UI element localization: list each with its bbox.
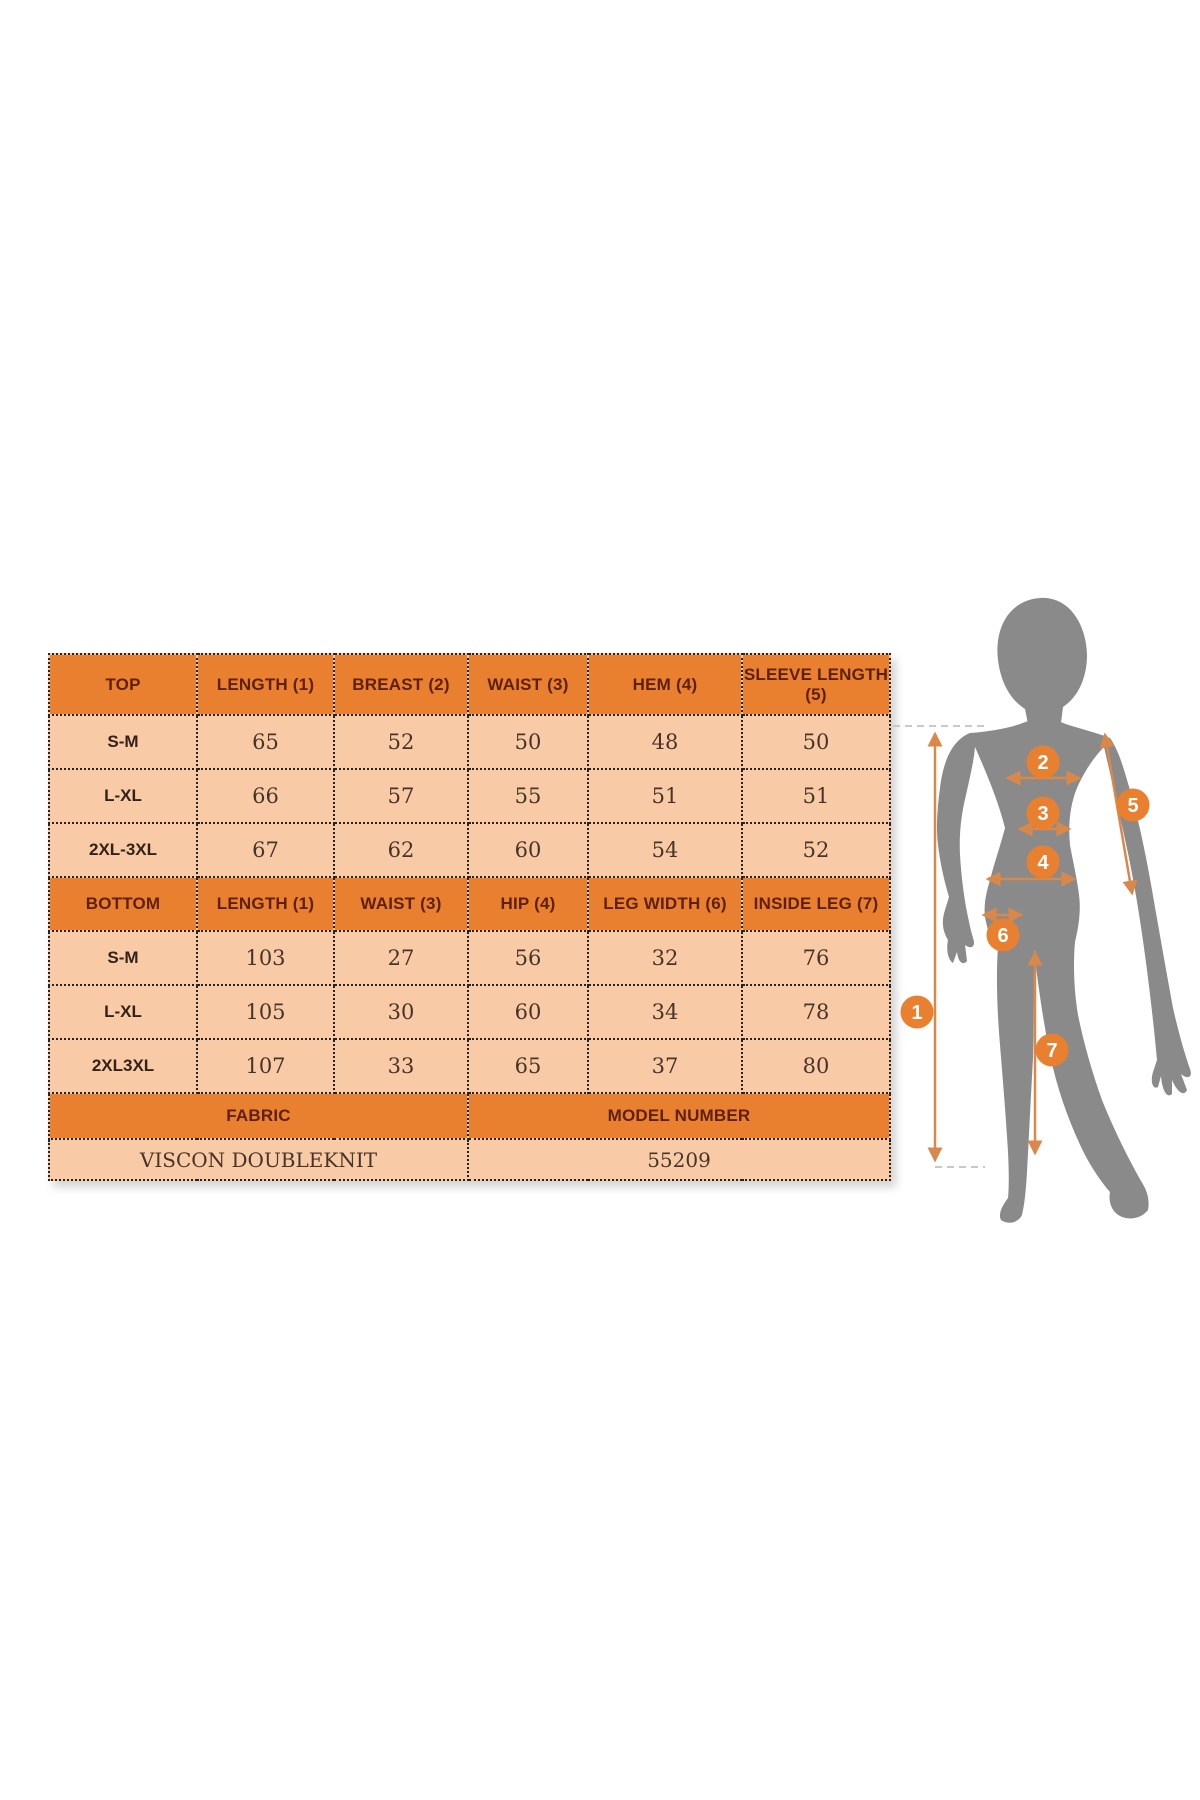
measurement-value: 54 [587, 822, 743, 878]
measurement-value: 56 [467, 930, 589, 986]
marker-badge-1: 1 [900, 995, 934, 1029]
model-number-value: 55209 [467, 1138, 891, 1181]
bottom-header-cell: HIP (4) [467, 876, 589, 932]
measurement-value: 51 [587, 768, 743, 824]
marker-badges: 1 2 3 4 5 6 7 [900, 745, 1150, 1067]
marker-badge-5: 5 [1116, 788, 1150, 822]
fabric-value: VISCON DOUBLEKNIT [48, 1138, 469, 1181]
measurement-value: 76 [741, 930, 891, 986]
measurement-value: 50 [741, 714, 891, 770]
measurement-value: 103 [196, 930, 335, 986]
marker-badge-2: 2 [1026, 745, 1060, 779]
bottom-header-cell: BOTTOM [48, 876, 198, 932]
measurement-value: 107 [196, 1038, 335, 1094]
badge-label: 2 [1037, 752, 1048, 774]
size-label: 2XL-3XL [48, 822, 198, 878]
badge-label: 3 [1037, 803, 1048, 825]
badge-label: 6 [997, 925, 1008, 947]
measurement-value: 33 [333, 1038, 469, 1094]
top-row-sm: S-M 65 52 50 48 50 [48, 714, 891, 770]
measurement-value: 62 [333, 822, 469, 878]
marker-badge-4: 4 [1026, 845, 1060, 879]
measurement-value: 30 [333, 984, 469, 1040]
measurement-value: 67 [196, 822, 335, 878]
size-label: L-XL [48, 768, 198, 824]
marker-badge-6: 6 [986, 918, 1020, 952]
measurement-value: 52 [333, 714, 469, 770]
bottom-header-cell: WAIST (3) [333, 876, 469, 932]
measurement-value: 60 [467, 822, 589, 878]
size-label: 2XL3XL [48, 1038, 198, 1094]
silhouette-body [936, 720, 1191, 1223]
size-label: S-M [48, 930, 198, 986]
marker-badge-3: 3 [1026, 796, 1060, 830]
measurement-value: 55 [467, 768, 589, 824]
top-header-cell: LENGTH (1) [196, 653, 335, 716]
top-header-cell: TOP [48, 653, 198, 716]
measurement-value: 65 [196, 714, 335, 770]
measurement-value: 32 [587, 930, 743, 986]
top-header-cell: SLEEVE LENGTH (5) [741, 653, 891, 716]
silhouette-head [997, 597, 1087, 727]
measure-arrow-sleeve [1099, 732, 1138, 896]
top-row-2xl3xl: 2XL-3XL 67 62 60 54 52 [48, 822, 891, 878]
measurement-value: 34 [587, 984, 743, 1040]
measurement-value: 50 [467, 714, 589, 770]
measurement-value: 105 [196, 984, 335, 1040]
marker-badge-7: 7 [1035, 1033, 1069, 1067]
top-row-lxl: L-XL 66 57 55 51 51 [48, 768, 891, 824]
measurement-value: 60 [467, 984, 589, 1040]
bottom-row-2xl3xl: 2XL3XL 107 33 65 37 80 [48, 1038, 891, 1094]
measurement-value: 78 [741, 984, 891, 1040]
badge-label: 5 [1127, 795, 1138, 817]
size-label: L-XL [48, 984, 198, 1040]
female-silhouette [936, 597, 1191, 1223]
bottom-row-sm: S-M 103 27 56 32 76 [48, 930, 891, 986]
size-label: S-M [48, 714, 198, 770]
size-chart-table: TOP LENGTH (1) BREAST (2) WAIST (3) HEM … [48, 653, 891, 1181]
top-header-cell: BREAST (2) [333, 653, 469, 716]
footer-header-row: FABRIC MODEL NUMBER [48, 1092, 891, 1140]
bottom-header-cell: LENGTH (1) [196, 876, 335, 932]
measurement-value: 37 [587, 1038, 743, 1094]
measurement-value: 48 [587, 714, 743, 770]
top-header-cell: HEM (4) [587, 653, 743, 716]
badge-label: 7 [1046, 1040, 1057, 1062]
bottom-row-lxl: L-XL 105 30 60 34 78 [48, 984, 891, 1040]
measurement-value: 51 [741, 768, 891, 824]
model-number-header-cell: MODEL NUMBER [467, 1092, 891, 1140]
footer-value-row: VISCON DOUBLEKNIT 55209 [48, 1138, 891, 1181]
bottom-header-cell: INSIDE LEG (7) [741, 876, 891, 932]
badge-label: 4 [1037, 852, 1049, 874]
measurement-value: 66 [196, 768, 335, 824]
measurement-value: 57 [333, 768, 469, 824]
bottom-header-row: BOTTOM LENGTH (1) WAIST (3) HIP (4) LEG … [48, 876, 891, 932]
measurement-value: 65 [467, 1038, 589, 1094]
measurement-value: 52 [741, 822, 891, 878]
measurement-value: 27 [333, 930, 469, 986]
measurement-value: 80 [741, 1038, 891, 1094]
bottom-header-cell: LEG WIDTH (6) [587, 876, 743, 932]
badge-label: 1 [911, 1002, 922, 1024]
top-header-cell: WAIST (3) [467, 653, 589, 716]
measurement-figure: 1 2 3 4 5 6 7 [893, 597, 1191, 1223]
top-header-row: TOP LENGTH (1) BREAST (2) WAIST (3) HEM … [48, 653, 891, 716]
fabric-header-cell: FABRIC [48, 1092, 469, 1140]
